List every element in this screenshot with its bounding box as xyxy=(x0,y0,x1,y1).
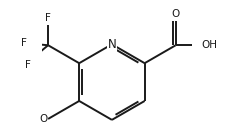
Text: F: F xyxy=(45,13,51,23)
Text: N: N xyxy=(108,38,116,51)
Text: OH: OH xyxy=(201,40,217,50)
Text: F: F xyxy=(21,39,26,48)
Text: O: O xyxy=(172,9,180,19)
Text: F: F xyxy=(25,60,31,70)
Text: O: O xyxy=(39,114,47,124)
